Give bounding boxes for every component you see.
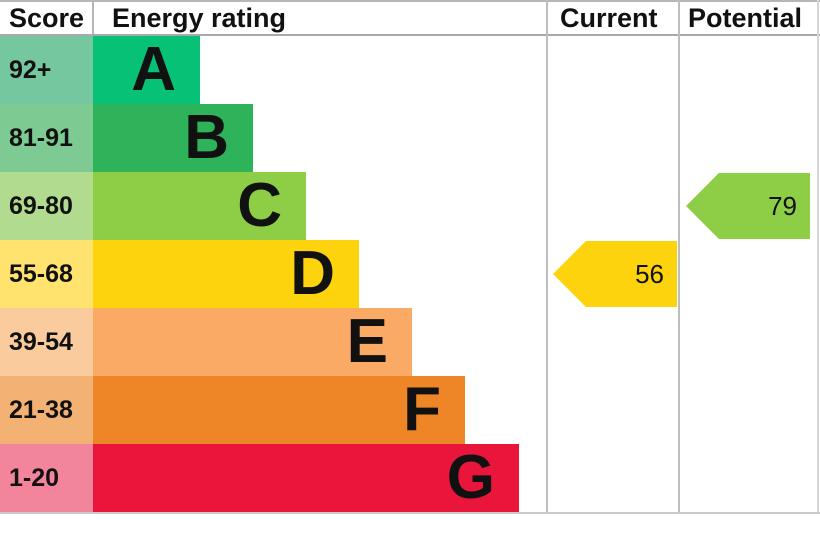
top-border xyxy=(0,0,820,2)
band-letter: E xyxy=(346,307,388,376)
bottom-border xyxy=(0,512,820,514)
band-score-range: 1-20 xyxy=(0,444,93,512)
band-bar-f: F xyxy=(93,376,465,444)
band-row-f: 21-38 F xyxy=(0,376,547,444)
band-letter: C xyxy=(237,171,282,240)
band-letter: D xyxy=(290,239,335,308)
band-row-c: 69-80 C xyxy=(0,172,547,240)
header-energy-rating: Energy rating xyxy=(112,3,287,33)
band-score-range: 55-68 xyxy=(0,240,93,308)
band-score-range: 39-54 xyxy=(0,308,93,376)
band-letter: F xyxy=(403,375,441,444)
band-row-e: 39-54 E xyxy=(0,308,547,376)
band-score-range: 92+ xyxy=(0,36,93,104)
band-row-d: 55-68 D xyxy=(0,240,547,308)
header-score: Score xyxy=(9,3,85,33)
header-current: Current xyxy=(560,3,658,33)
right-border xyxy=(817,0,819,512)
band-letter: B xyxy=(184,103,229,172)
band-score-range: 81-91 xyxy=(0,104,93,172)
header-potential: Potential xyxy=(688,3,803,33)
potential-column-divider xyxy=(678,0,680,512)
band-bar-c: C xyxy=(93,172,306,240)
band-row-a: 92+ A xyxy=(0,36,547,104)
band-letter: G xyxy=(446,443,495,512)
band-score-range: 69-80 xyxy=(0,172,93,240)
header-divider xyxy=(0,34,820,36)
band-bar-d: D xyxy=(93,240,359,308)
score-column-divider xyxy=(92,0,94,34)
band-score-range: 21-38 xyxy=(0,376,93,444)
current-column-divider xyxy=(546,0,548,512)
band-row-b: 81-91 B xyxy=(0,104,547,172)
potential-rating-arrow: 79 xyxy=(686,173,810,239)
band-row-g: 1-20 G xyxy=(0,444,547,512)
band-letter: A xyxy=(131,35,176,104)
current-rating-arrow: 56 xyxy=(553,241,677,307)
band-bar-a: A xyxy=(93,36,200,104)
band-bar-b: B xyxy=(93,104,253,172)
band-bar-g: G xyxy=(93,444,519,512)
band-bar-e: E xyxy=(93,308,412,376)
potential-rating-value: 79 xyxy=(768,190,797,221)
current-rating-value: 56 xyxy=(635,258,664,289)
